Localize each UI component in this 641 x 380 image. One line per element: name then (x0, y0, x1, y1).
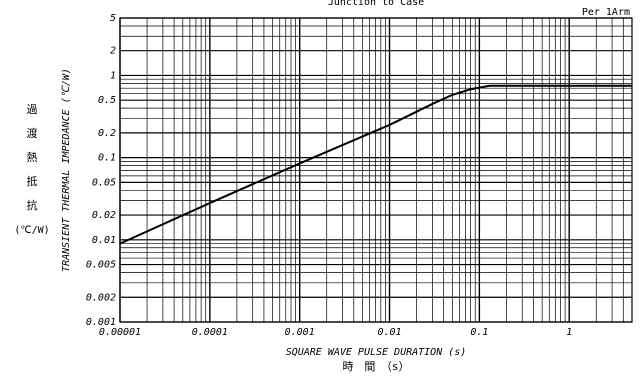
x-tick-label: 1 (566, 327, 572, 338)
y-axis-label-jp: (℃/W) (14, 225, 49, 236)
y-axis-label-jp: 熱 (27, 151, 38, 164)
data-line (119, 84, 632, 245)
y-tick-label: 0.5 (98, 95, 116, 106)
y-tick-label: 0.005 (86, 260, 116, 271)
y-tick-label: 0.002 (86, 292, 116, 303)
x-tick-label: 0.01 (377, 327, 401, 338)
y-axis-label-jp: 抗 (27, 198, 38, 212)
y-axis-label: TRANSIENT THERMAL IMPEDANCE (℃/W) (61, 68, 72, 272)
x-tick-label: 0.001 (285, 327, 315, 338)
x-tick-label: 0.00001 (99, 327, 141, 338)
y-tick-label: 0.1 (98, 153, 116, 164)
y-tick-label: 0.02 (92, 210, 116, 221)
x-axis-label-jp: 時 間 （s） (342, 360, 409, 373)
y-tick-label: 0.05 (92, 177, 116, 188)
plot-frame (119, 17, 633, 323)
x-tick-label: 0.1 (470, 327, 488, 338)
y-tick-label: 0.001 (86, 317, 116, 328)
y-tick-label: 2 (110, 46, 116, 57)
y-axis-label-jp: 抵 (27, 174, 38, 188)
y-tick-label: 1 (110, 70, 116, 81)
y-tick-label: 5 (110, 13, 116, 24)
x-tick-label: 0.0001 (192, 327, 228, 338)
chart-title: Junction to Case (328, 0, 424, 8)
y-tick-label: 0.2 (98, 128, 116, 139)
y-axis-label-jp: 渡 (27, 126, 38, 140)
x-axis-label: SQUARE WAVE PULSE DURATION (s) (286, 347, 467, 358)
y-tick-label: 0.01 (92, 235, 116, 246)
chart-subtitle: Per 1Arm (582, 7, 630, 18)
y-axis-label-jp: 過 (27, 103, 38, 116)
